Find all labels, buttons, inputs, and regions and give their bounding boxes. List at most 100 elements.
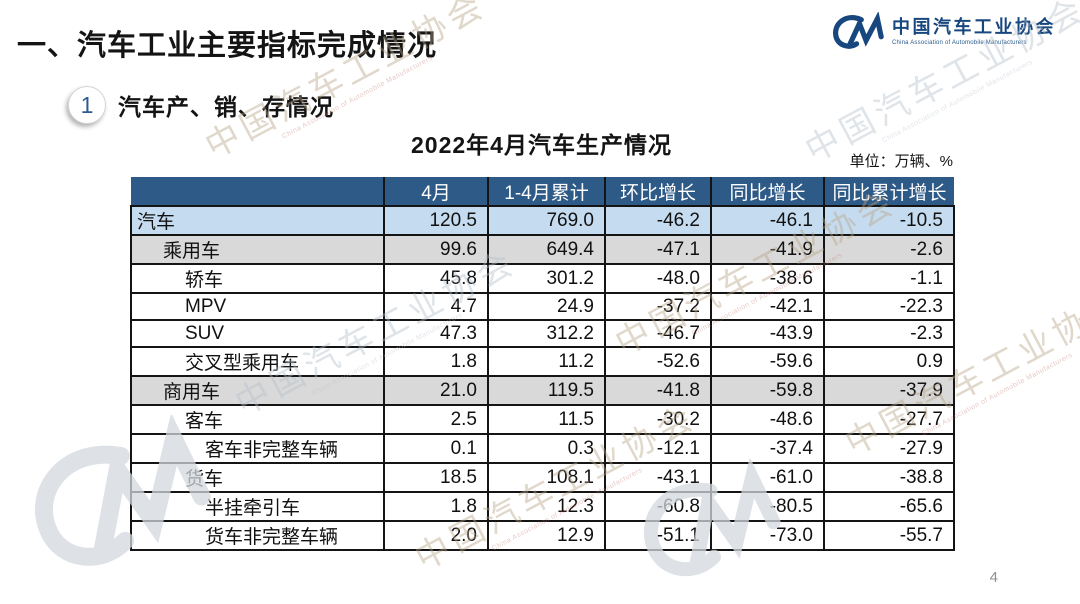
value-cell: -41.8	[604, 375, 712, 406]
value-cell: 1.8	[383, 491, 489, 522]
table-row: 半挂牵引车 1.8 12.3 -60.8 -80.5 -65.6	[130, 491, 955, 522]
value-cell: 0.3	[487, 433, 606, 464]
section-heading: 1 汽车产、销、存情况	[68, 86, 334, 124]
value-cell: -12.1	[604, 433, 712, 464]
value-cell: -59.8	[710, 375, 825, 406]
row-label-cell: 半挂牵引车	[130, 491, 385, 522]
value-cell: -22.3	[823, 292, 955, 321]
value-cell: 2.5	[383, 404, 489, 435]
page-number: 4	[989, 569, 998, 586]
value-cell: 120.5	[383, 205, 489, 236]
table-row: SUV 47.3 312.2 -46.7 -43.9 -2.3	[130, 319, 955, 348]
value-cell: 99.6	[383, 234, 489, 265]
table-row: 客车非完整车辆 0.1 0.3 -12.1 -37.4 -27.9	[130, 433, 955, 464]
logo-name-en: China Association of Automobile Manufact…	[892, 39, 1027, 46]
value-cell: 1.8	[383, 346, 489, 377]
table-title: 2022年4月汽车生产情况	[411, 132, 672, 158]
value-cell: 769.0	[487, 205, 606, 236]
value-cell: -41.9	[710, 234, 825, 265]
value-cell: 119.5	[487, 375, 606, 406]
value-cell: -46.7	[604, 319, 712, 348]
table-header-row: 4月 1-4月累计 环比增长 同比增长 同比累计增长	[131, 177, 954, 207]
value-cell: 0.9	[823, 346, 955, 377]
value-cell: -43.1	[604, 462, 712, 493]
value-cell: -38.6	[710, 263, 825, 294]
value-cell: -47.1	[604, 234, 712, 265]
page-title: 一、汽车工业主要指标完成情况	[17, 30, 438, 62]
value-cell: -46.2	[604, 205, 712, 236]
value-cell: -27.7	[823, 404, 955, 435]
value-cell: 108.1	[487, 462, 606, 493]
value-cell: 4.7	[383, 292, 489, 321]
caam-logo: 中国汽车工业协会 China Association of Automobile…	[832, 12, 1056, 52]
value-cell: -59.6	[710, 346, 825, 377]
production-table: 4月 1-4月累计 环比增长 同比增长 同比累计增长 汽车 120.5 769.0 -46.2…	[130, 177, 955, 551]
value-cell: 0.1	[383, 433, 489, 464]
row-label-cell: 交叉型乘用车	[130, 346, 385, 377]
column-header: 1-4月累计	[487, 177, 606, 207]
row-label-cell: 汽车	[130, 205, 385, 236]
table-row: 乘用车 99.6 649.4 -47.1 -41.9 -2.6	[130, 234, 955, 265]
row-label-cell: MPV	[130, 292, 385, 321]
value-cell: -65.6	[823, 491, 955, 522]
table-row: 客车 2.5 11.5 -30.2 -48.6 -27.7	[130, 404, 955, 435]
row-label-cell: SUV	[130, 319, 385, 348]
table-row: 商用车 21.0 119.5 -41.8 -59.8 -37.9	[130, 375, 955, 406]
row-label-cell: 客车非完整车辆	[130, 433, 385, 464]
column-header: 环比增长	[604, 177, 712, 207]
value-cell: -60.8	[604, 491, 712, 522]
row-label-cell: 货车	[130, 462, 385, 493]
value-cell: -52.6	[604, 346, 712, 377]
logo-name-cn: 中国汽车工业协会	[892, 17, 1056, 38]
column-header: 同比增长	[710, 177, 825, 207]
value-cell: -30.2	[604, 404, 712, 435]
value-cell: 12.3	[487, 491, 606, 522]
table-row: 货车非完整车辆 2.0 12.9 -51.1 -73.0 -55.7	[130, 520, 955, 551]
value-cell: 2.0	[383, 520, 489, 551]
value-cell: -1.1	[823, 263, 955, 294]
row-label-cell: 货车非完整车辆	[130, 520, 385, 551]
value-cell: -38.8	[823, 462, 955, 493]
table-row: 货车 18.5 108.1 -43.1 -61.0 -38.8	[130, 462, 955, 493]
cm-logo-icon	[832, 12, 884, 52]
value-cell: -55.7	[823, 520, 955, 551]
value-cell: 47.3	[383, 319, 489, 348]
value-cell: 12.9	[487, 520, 606, 551]
value-cell: 11.5	[487, 404, 606, 435]
value-cell: -10.5	[823, 205, 955, 236]
table-row: 汽车 120.5 769.0 -46.2 -46.1 -10.5	[130, 205, 955, 236]
value-cell: 649.4	[487, 234, 606, 265]
row-label-cell: 商用车	[130, 375, 385, 406]
table-row: 轿车 45.8 301.2 -48.0 -38.6 -1.1	[130, 263, 955, 294]
value-cell: 21.0	[383, 375, 489, 406]
value-cell: -73.0	[710, 520, 825, 551]
value-cell: -51.1	[604, 520, 712, 551]
value-cell: 301.2	[487, 263, 606, 294]
section-label: 汽车产、销、存情况	[118, 94, 334, 120]
value-cell: 18.5	[383, 462, 489, 493]
value-cell: 45.8	[383, 263, 489, 294]
value-cell: -37.9	[823, 375, 955, 406]
column-header: 4月	[383, 177, 489, 207]
value-cell: 24.9	[487, 292, 606, 321]
logo-text: 中国汽车工业协会 China Association of Automobile…	[892, 17, 1056, 46]
value-cell: -2.3	[823, 319, 955, 348]
row-label-cell: 客车	[130, 404, 385, 435]
table-body: 汽车 120.5 769.0 -46.2 -46.1 -10.5 乘用车 99.6 649.4-…	[130, 205, 955, 551]
unit-label: 单位：万辆、%	[849, 153, 953, 170]
section-number-badge: 1	[68, 86, 106, 124]
value-cell: -48.0	[604, 263, 712, 294]
value-cell: -61.0	[710, 462, 825, 493]
value-cell: -80.5	[710, 491, 825, 522]
row-label-cell: 乘用车	[130, 234, 385, 265]
value-cell: -48.6	[710, 404, 825, 435]
value-cell: -43.9	[710, 319, 825, 348]
value-cell: -27.9	[823, 433, 955, 464]
column-header: 同比累计增长	[823, 177, 954, 207]
value-cell: -46.1	[710, 205, 825, 236]
value-cell: -37.2	[604, 292, 712, 321]
row-label-cell: 轿车	[130, 263, 385, 294]
table-row: MPV 4.7 24.9 -37.2 -42.1 -22.3	[130, 292, 955, 321]
value-cell: 312.2	[487, 319, 606, 348]
